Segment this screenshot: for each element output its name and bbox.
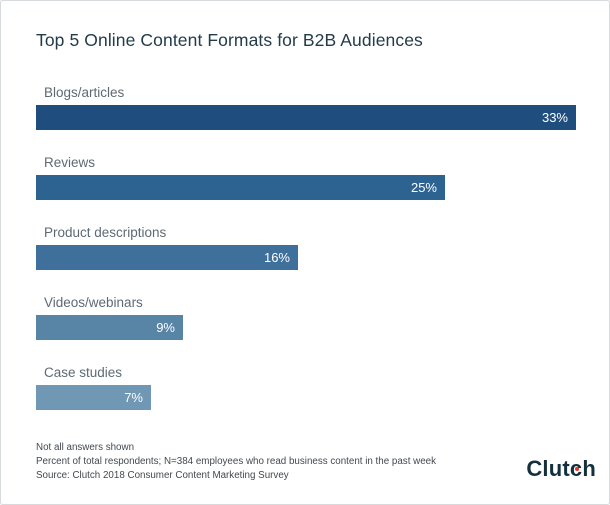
clutch-logo: Clutch <box>526 456 596 482</box>
bar-row: Blogs/articles 33% <box>36 84 576 154</box>
bar-value-label: 9% <box>156 320 175 335</box>
footnote-line: Source: Clutch 2018 Consumer Content Mar… <box>36 470 289 481</box>
bar-blogs-articles: 33% <box>36 105 576 130</box>
category-label: Videos/webinars <box>44 295 143 310</box>
bar-value-label: 16% <box>263 250 290 265</box>
category-label: Reviews <box>44 155 96 170</box>
category-label: Product descriptions <box>44 225 167 240</box>
bar-value-label: 33% <box>541 110 568 125</box>
footnote-line: Percent of total respondents; N=384 empl… <box>36 456 437 467</box>
bar-case-studies: 7% <box>36 385 151 410</box>
logo-red-dot-icon <box>574 466 580 471</box>
bar-videos-webinars: 9% <box>36 315 183 340</box>
logo-text-before: Clut <box>526 456 570 481</box>
footnote-line: Not all answers shown <box>36 442 135 453</box>
bar-value-label: 7% <box>124 390 143 405</box>
bar-product-descriptions: 16% <box>36 245 298 270</box>
footnotes: Not all answers shown Percent of total r… <box>36 441 436 483</box>
bar-row: Case studies 7% <box>36 364 576 434</box>
chart-title: Top 5 Online Content Formats for B2B Aud… <box>36 30 423 50</box>
bar-reviews: 25% <box>36 175 445 200</box>
category-label: Blogs/articles <box>44 85 125 100</box>
logo-text-after: h <box>582 456 596 481</box>
bar-chart: Blogs/articles 33% Reviews 25% Product d… <box>36 84 576 434</box>
category-label: Case studies <box>44 365 123 380</box>
bar-row: Reviews 25% <box>36 154 576 224</box>
bar-value-label: 25% <box>410 180 437 195</box>
logo-dotted-c: c <box>570 456 582 482</box>
bar-row: Videos/webinars 9% <box>36 294 576 364</box>
bar-row: Product descriptions 16% <box>36 224 576 294</box>
